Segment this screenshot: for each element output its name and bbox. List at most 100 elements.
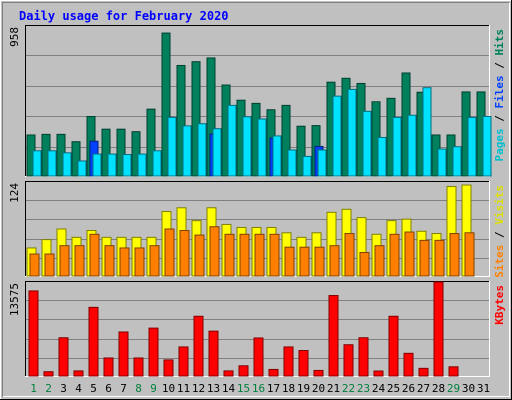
bar-sites-day-8 bbox=[134, 247, 145, 277]
x-tick-label: 16 bbox=[252, 382, 265, 395]
x-tick-label: 20 bbox=[312, 382, 325, 395]
bar-kbytes-day-16 bbox=[253, 337, 264, 377]
legend-pages: Pages bbox=[493, 128, 506, 161]
legend-separator: / bbox=[493, 109, 506, 129]
bar-kbytes-day-29 bbox=[448, 366, 459, 377]
bar-pages-day-14 bbox=[227, 104, 237, 177]
bar-pages-day-6 bbox=[107, 153, 117, 177]
bar-sites-day-3 bbox=[59, 245, 70, 277]
x-tick-label: 23 bbox=[357, 382, 370, 395]
bar-sites-day-26 bbox=[404, 231, 415, 277]
bar-pages-day-12 bbox=[197, 123, 207, 177]
bar-kbytes-day-25 bbox=[388, 315, 399, 377]
x-tick-label: 17 bbox=[267, 382, 280, 395]
bar-kbytes-day-28 bbox=[433, 281, 444, 377]
legend-files: Files bbox=[493, 75, 506, 108]
bar-hits-day-12 bbox=[191, 61, 201, 177]
bar-sites-day-29 bbox=[449, 233, 460, 277]
bar-kbytes-day-4 bbox=[73, 370, 84, 377]
bar-kbytes-day-15 bbox=[238, 365, 249, 377]
x-tick-label: 24 bbox=[372, 382, 386, 395]
bar-sites-day-1 bbox=[29, 253, 40, 277]
bar-hits-day-4 bbox=[71, 141, 81, 177]
bar-sites-day-18 bbox=[284, 246, 295, 277]
legend-separator: / bbox=[493, 56, 506, 76]
x-tick-label: 18 bbox=[282, 382, 295, 395]
x-tick-label: 15 bbox=[237, 382, 250, 395]
bar-pages-day-20 bbox=[317, 149, 327, 177]
bar-kbytes-day-24 bbox=[373, 370, 384, 377]
x-tick-label: 31 bbox=[477, 382, 490, 395]
bar-pages-day-9 bbox=[152, 150, 162, 177]
y-max-label: 124 bbox=[8, 183, 21, 203]
x-tick-label: 3 bbox=[60, 382, 67, 395]
bar-pages-day-31 bbox=[482, 116, 492, 177]
bar-pages-day-27 bbox=[422, 87, 432, 177]
bar-pages-day-3 bbox=[62, 152, 72, 177]
bar-sites-day-16 bbox=[254, 233, 265, 277]
bar-pages-day-2 bbox=[47, 150, 57, 177]
bar-pages-day-25 bbox=[392, 116, 402, 177]
x-tick-label: 14 bbox=[222, 382, 236, 395]
bar-kbytes-day-27 bbox=[418, 367, 429, 377]
bar-pages-day-29 bbox=[452, 146, 462, 177]
x-tick-label: 25 bbox=[387, 382, 400, 395]
bar-sites-day-2 bbox=[44, 253, 55, 277]
x-tick-label: 28 bbox=[432, 382, 445, 395]
bar-pages-day-28 bbox=[437, 148, 447, 177]
bar-kbytes-day-7 bbox=[118, 331, 129, 377]
bar-sites-day-4 bbox=[74, 245, 85, 277]
bar-sites-day-6 bbox=[104, 245, 115, 277]
x-tick-label: 9 bbox=[150, 382, 157, 395]
legend-hits: Hits bbox=[493, 29, 506, 56]
bar-kbytes-day-11 bbox=[178, 346, 189, 377]
x-tick-label: 29 bbox=[447, 382, 460, 395]
legend-separator: / bbox=[493, 225, 506, 245]
bar-kbytes-day-18 bbox=[283, 346, 294, 377]
legend-2: Sites / Visits bbox=[493, 185, 506, 278]
bar-kbytes-day-22 bbox=[343, 344, 354, 377]
bar-kbytes-day-12 bbox=[193, 315, 204, 377]
bar-pages-day-30 bbox=[467, 116, 477, 177]
x-tick-label: 10 bbox=[162, 382, 175, 395]
x-tick-label: 27 bbox=[417, 382, 430, 395]
bar-kbytes-day-1 bbox=[28, 290, 39, 377]
bar-kbytes-day-3 bbox=[58, 337, 69, 377]
bar-kbytes-day-8 bbox=[133, 357, 144, 377]
bar-pages-day-4 bbox=[77, 160, 87, 177]
legend-kbytes: KBytes bbox=[493, 285, 506, 325]
bar-pages-day-13 bbox=[212, 128, 222, 177]
bar-sites-day-28 bbox=[434, 239, 445, 277]
bar-sites-day-5 bbox=[89, 233, 100, 277]
bar-kbytes-day-19 bbox=[298, 350, 309, 377]
bar-kbytes-day-17 bbox=[268, 368, 279, 377]
bar-pages-day-18 bbox=[287, 149, 297, 177]
bar-pages-day-22 bbox=[347, 88, 357, 177]
bar-kbytes-day-5 bbox=[88, 306, 99, 377]
x-tick-label: 5 bbox=[90, 382, 97, 395]
x-tick-label: 4 bbox=[75, 382, 82, 395]
legend-3: KBytes bbox=[493, 285, 506, 325]
bar-sites-day-11 bbox=[179, 230, 190, 277]
bar-sites-day-10 bbox=[164, 228, 175, 277]
bar-hits-day-18 bbox=[281, 104, 291, 177]
bar-hits-day-19 bbox=[296, 125, 306, 177]
x-tick-label: 11 bbox=[177, 382, 190, 395]
bar-pages-day-15 bbox=[242, 116, 252, 177]
bar-hits-day-6 bbox=[101, 128, 111, 177]
x-tick-label: 21 bbox=[327, 382, 340, 395]
bar-sites-day-22 bbox=[344, 233, 355, 277]
bar-pages-day-23 bbox=[362, 110, 372, 177]
legend-1: Pages / Files / Hits bbox=[493, 29, 506, 162]
bar-sites-day-17 bbox=[269, 233, 280, 277]
bar-kbytes-day-14 bbox=[223, 370, 234, 377]
y-max-label: 958 bbox=[8, 27, 21, 47]
bar-sites-day-21 bbox=[329, 245, 340, 277]
bar-pages-day-10 bbox=[167, 116, 177, 177]
bar-pages-day-17 bbox=[272, 135, 282, 177]
bar-hits-day-7 bbox=[116, 128, 126, 177]
x-tick-label: 12 bbox=[192, 382, 205, 395]
x-tick-label: 19 bbox=[297, 382, 310, 395]
bar-hits-day-10 bbox=[161, 32, 171, 177]
